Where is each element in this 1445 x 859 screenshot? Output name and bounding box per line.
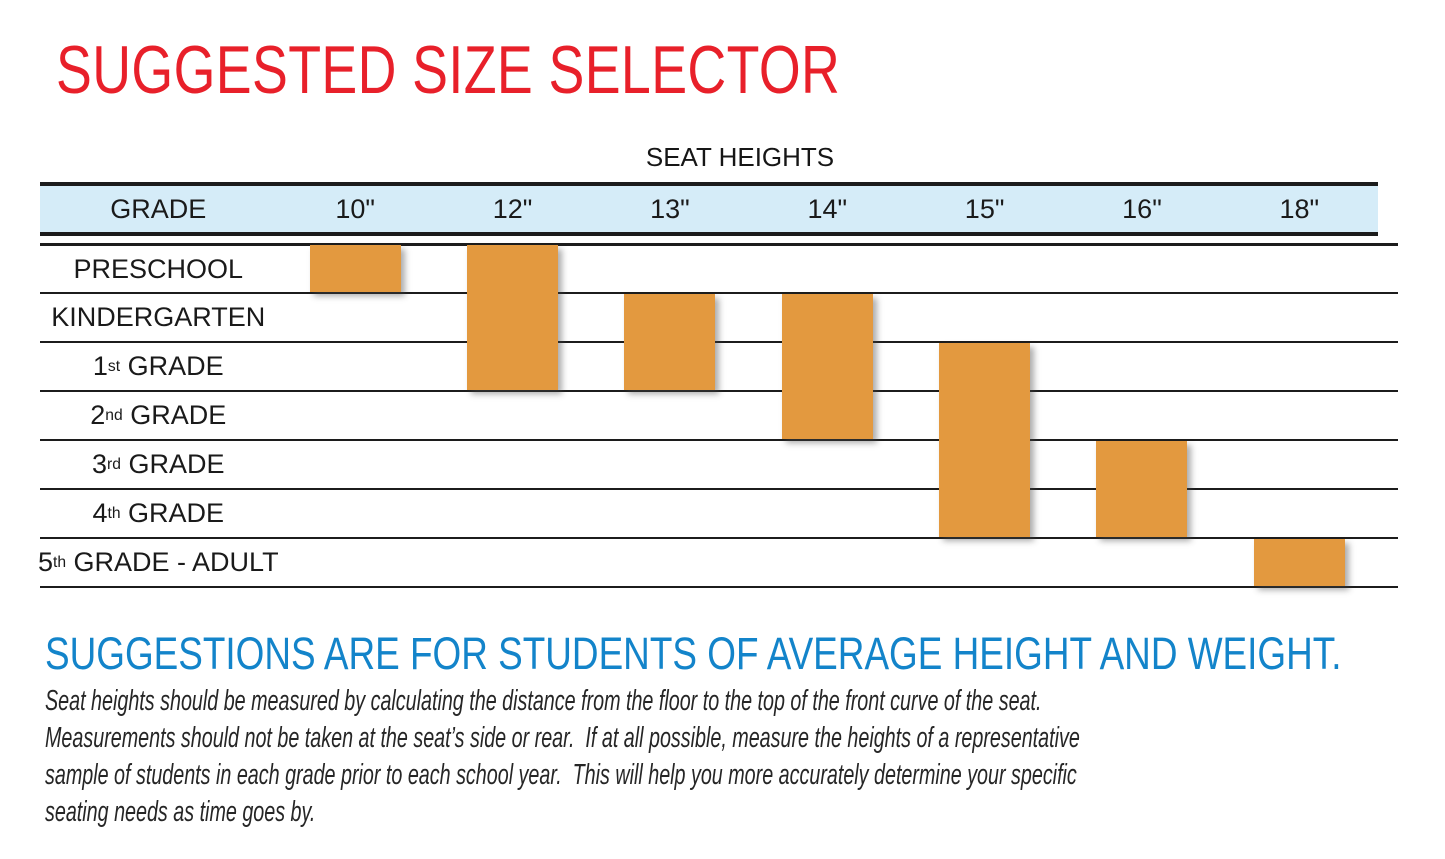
page-title: SUGGESTED SIZE SELECTOR: [56, 32, 841, 108]
column-header-14in: 14": [807, 193, 848, 224]
bar-15in: [939, 343, 1031, 537]
row-label-preschool: PRESCHOOL: [73, 253, 244, 284]
footer-body: Seat heights should be measured by calcu…: [45, 685, 1080, 828]
column-header-13in: 13": [650, 193, 690, 224]
column-header-10in: 10": [335, 193, 375, 224]
column-header-18in: 18": [1279, 193, 1320, 224]
bar-12in: [467, 245, 559, 390]
column-header-16in: 16": [1122, 193, 1162, 224]
column-header-12in: 12": [492, 193, 533, 224]
row-label-kindergarten: KINDERGARTEN: [51, 302, 266, 332]
table-row-preschool: PRESCHOOL: [40, 243, 1398, 292]
bar-18in: [1253, 539, 1345, 586]
chart-title: SEAT HEIGHTS: [645, 142, 835, 172]
size-column-headers: 10" 12" 13" 14" 15" 16" 18": [277, 186, 1379, 232]
table-header-row: GRADE 10" 12" 13" 14" 15" 16" 18": [40, 182, 1378, 236]
footer-heading: SUGGESTIONS ARE FOR STUDENTS OF AVERAGE …: [45, 628, 1342, 679]
bar-10in: [309, 245, 401, 292]
chart-bars-layer: [40, 243, 1398, 588]
table-row-kindergarten: KINDERGARTEN: [40, 292, 1398, 341]
column-header-15in: 15": [964, 193, 1005, 224]
bar-16in: [1096, 441, 1188, 537]
bar-13in: [624, 294, 716, 390]
grade-column-header: GRADE: [110, 193, 207, 224]
bar-14in: [781, 294, 873, 439]
